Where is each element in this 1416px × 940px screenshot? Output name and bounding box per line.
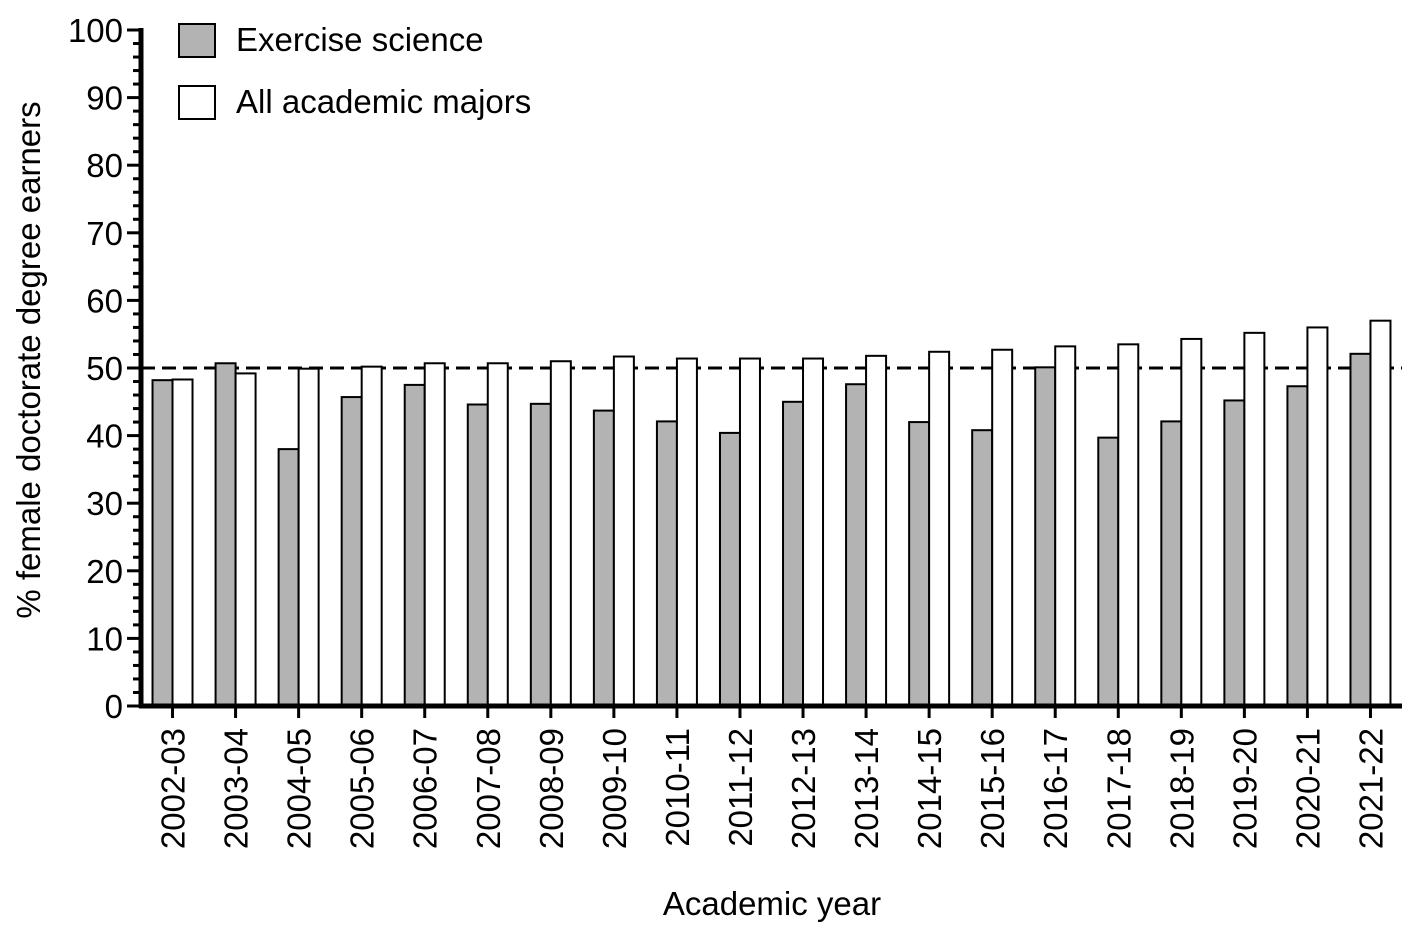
x-tick-label: 2011-12	[722, 728, 759, 847]
bar-all-academic-majors-2010-11	[675, 357, 698, 707]
y-axis-title: % female doctorate degree earners	[10, 101, 47, 618]
bars-layer	[151, 319, 1392, 707]
legend: Exercise science All academic majors	[178, 21, 531, 120]
bar-all-academic-majors-2009-10	[612, 355, 635, 707]
legend-swatch-exercise-science	[178, 23, 216, 58]
bar-exercise-science-2002-03	[151, 379, 174, 707]
y-tick-label: 40	[86, 418, 123, 455]
y-tick-label: 50	[86, 350, 123, 387]
bar-exercise-science-2011-12	[718, 431, 741, 707]
bar-exercise-science-2020-21	[1286, 385, 1309, 707]
bar-exercise-science-2012-13	[782, 400, 805, 707]
x-tick-label: 2012-13	[785, 728, 822, 849]
x-tick-label: 2015-16	[974, 728, 1011, 849]
y-tick-label: 60	[86, 282, 123, 319]
y-tick-label: 70	[86, 215, 123, 252]
y-tick-label: 0	[105, 688, 123, 725]
y-tick-label: 30	[86, 485, 123, 522]
x-tick-label: 2016-17	[1037, 728, 1074, 849]
bar-exercise-science-2010-11	[655, 420, 678, 707]
bar-all-academic-majors-2004-05	[297, 367, 320, 707]
bar-all-academic-majors-2007-08	[486, 362, 509, 707]
bar-all-academic-majors-2011-12	[738, 357, 761, 707]
bar-exercise-science-2008-09	[529, 402, 552, 707]
bar-exercise-science-2003-04	[214, 362, 237, 707]
x-tick-label: 2018-19	[1163, 728, 1200, 849]
y-tick-label: 100	[68, 12, 123, 49]
bar-exercise-science-2007-08	[466, 403, 489, 707]
x-tick-label: 2005-06	[344, 728, 381, 849]
bar-all-academic-majors-2013-14	[865, 354, 888, 707]
bar-all-academic-majors-2017-18	[1117, 343, 1140, 707]
bar-all-academic-majors-2015-16	[991, 348, 1014, 707]
bar-all-academic-majors-2014-15	[928, 350, 951, 707]
bar-exercise-science-2015-16	[971, 429, 994, 707]
bar-exercise-science-2021-22	[1349, 352, 1372, 707]
bar-all-academic-majors-2008-09	[549, 360, 572, 707]
x-tick-label: 2008-09	[533, 728, 570, 849]
x-tick-label: 2007-08	[470, 728, 507, 849]
bar-exercise-science-2004-05	[277, 448, 300, 707]
x-tick-label: 2020-21	[1289, 728, 1326, 849]
x-tick-label: 2017-18	[1100, 728, 1137, 849]
bar-exercise-science-2017-18	[1097, 436, 1120, 707]
bar-exercise-science-2014-15	[908, 421, 931, 707]
x-tick-label: 2010-11	[659, 728, 696, 847]
bar-exercise-science-2005-06	[340, 396, 363, 707]
x-tick-label: 2003-04	[218, 728, 255, 849]
x-tick-label: 2002-03	[155, 728, 192, 849]
bar-exercise-science-2019-20	[1223, 399, 1246, 707]
bar-exercise-science-2006-07	[403, 383, 426, 707]
bar-all-academic-majors-2021-22	[1369, 319, 1392, 707]
bar-all-academic-majors-2006-07	[423, 362, 446, 707]
bar-all-academic-majors-2003-04	[234, 372, 257, 707]
y-tick-label: 90	[86, 80, 123, 117]
bar-exercise-science-2013-14	[845, 383, 868, 707]
y-tick-label: 20	[86, 553, 123, 590]
bar-exercise-science-2016-17	[1034, 366, 1057, 707]
bar-all-academic-majors-2005-06	[360, 365, 383, 707]
x-tick-label: 2004-05	[281, 728, 318, 849]
x-tick-label: 2014-15	[911, 728, 948, 849]
y-tick-label: 10	[86, 620, 123, 657]
bar-exercise-science-2018-19	[1160, 420, 1183, 707]
legend-label-exercise-science: Exercise science	[236, 21, 484, 58]
legend-label-all-academic-majors: All academic majors	[236, 83, 531, 120]
bar-all-academic-majors-2019-20	[1243, 331, 1266, 707]
x-tick-label: 2006-07	[407, 728, 444, 849]
bar-all-academic-majors-2018-19	[1180, 337, 1203, 707]
bar-all-academic-majors-2012-13	[802, 357, 825, 707]
y-tick-label: 80	[86, 147, 123, 184]
x-axis-title: Academic year	[663, 885, 881, 922]
legend-swatch-all-academic-majors	[178, 85, 216, 120]
x-tick-label: 2009-10	[596, 728, 633, 849]
ticks-layer: 0 10 20 30 40 50 60 70 80 90 100 2002-03 2003-04 2004…	[68, 12, 1390, 849]
bar-exercise-science-2009-10	[592, 409, 615, 707]
x-tick-label: 2021-22	[1352, 728, 1389, 849]
x-tick-label: 2013-14	[848, 728, 885, 849]
x-tick-label: 2019-20	[1226, 728, 1263, 849]
bar-all-academic-majors-2016-17	[1054, 345, 1077, 707]
bar-all-academic-majors-2020-21	[1306, 326, 1329, 707]
bar-all-academic-majors-2002-03	[171, 378, 194, 707]
